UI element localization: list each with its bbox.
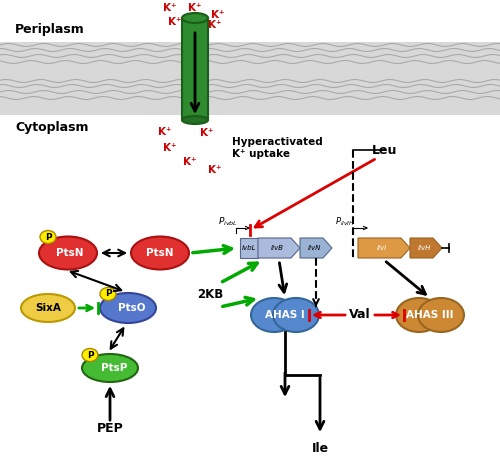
Text: ivbL: ivbL bbox=[242, 245, 256, 251]
Text: AHAS I: AHAS I bbox=[265, 310, 305, 320]
Text: P: P bbox=[104, 290, 112, 298]
Text: PtsN: PtsN bbox=[146, 248, 174, 258]
Text: $\mathit{P}_{ivbL}$: $\mathit{P}_{ivbL}$ bbox=[218, 215, 238, 228]
Text: 2KB: 2KB bbox=[197, 288, 223, 302]
Text: K⁺: K⁺ bbox=[163, 3, 177, 13]
Polygon shape bbox=[258, 238, 300, 258]
Text: K⁺: K⁺ bbox=[208, 20, 222, 30]
Ellipse shape bbox=[82, 354, 138, 382]
Polygon shape bbox=[300, 238, 332, 258]
Text: P: P bbox=[86, 351, 94, 359]
Ellipse shape bbox=[39, 237, 97, 269]
Ellipse shape bbox=[21, 294, 75, 322]
Ellipse shape bbox=[100, 293, 156, 323]
Bar bbox=[240, 238, 258, 258]
Text: K⁺: K⁺ bbox=[183, 157, 197, 167]
Bar bbox=[0, 78, 500, 115]
Text: AHAS III: AHAS III bbox=[406, 310, 454, 320]
Ellipse shape bbox=[182, 116, 208, 124]
Text: K⁺: K⁺ bbox=[211, 10, 225, 20]
Ellipse shape bbox=[273, 298, 319, 332]
Text: ilvH: ilvH bbox=[418, 245, 430, 251]
Ellipse shape bbox=[396, 298, 442, 332]
Text: P: P bbox=[44, 232, 52, 242]
Text: ilvN: ilvN bbox=[308, 245, 320, 251]
Text: Leu: Leu bbox=[372, 144, 398, 157]
Ellipse shape bbox=[82, 348, 98, 361]
Text: K⁺: K⁺ bbox=[188, 3, 202, 13]
Text: K⁺: K⁺ bbox=[200, 128, 214, 138]
Ellipse shape bbox=[418, 298, 464, 332]
Text: K⁺: K⁺ bbox=[163, 143, 177, 153]
Text: Val: Val bbox=[349, 309, 371, 322]
Text: K⁺: K⁺ bbox=[158, 127, 172, 137]
Ellipse shape bbox=[100, 287, 116, 300]
Bar bbox=[0, 42, 500, 78]
Ellipse shape bbox=[40, 231, 56, 243]
Text: PtsO: PtsO bbox=[118, 303, 146, 313]
Ellipse shape bbox=[251, 298, 297, 332]
Text: PEP: PEP bbox=[96, 421, 124, 434]
Text: $\mathit{P}_{ilvIH}$: $\mathit{P}_{ilvIH}$ bbox=[335, 215, 355, 228]
Text: Cytoplasm: Cytoplasm bbox=[15, 122, 88, 134]
Text: Ile: Ile bbox=[312, 442, 328, 455]
Text: Periplasm: Periplasm bbox=[15, 24, 85, 36]
Bar bbox=[182, 18, 208, 120]
Text: Hyperactivated
K⁺ uptake: Hyperactivated K⁺ uptake bbox=[232, 137, 323, 159]
Text: PtsN: PtsN bbox=[56, 248, 84, 258]
Text: ilvB: ilvB bbox=[270, 245, 283, 251]
Polygon shape bbox=[410, 238, 442, 258]
Text: PtsP: PtsP bbox=[101, 363, 127, 373]
Text: K⁺: K⁺ bbox=[168, 17, 182, 27]
Text: K⁺: K⁺ bbox=[208, 165, 222, 175]
Text: ilvI: ilvI bbox=[377, 245, 387, 251]
Ellipse shape bbox=[182, 13, 208, 23]
Text: SixA: SixA bbox=[35, 303, 61, 313]
Ellipse shape bbox=[131, 237, 189, 269]
Polygon shape bbox=[358, 238, 410, 258]
